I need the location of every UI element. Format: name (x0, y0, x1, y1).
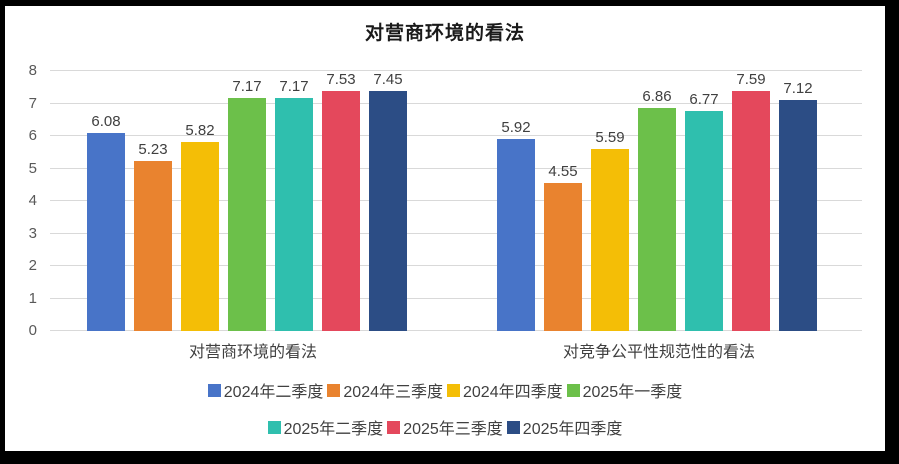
gridline (50, 297, 862, 299)
bar-group: 6.08 5.23 5.82 7.17 7.17 7.53 7.45 (87, 71, 407, 331)
legend-item: 2024年四季度 (445, 378, 565, 402)
legend-item: 2025年四季度 (505, 415, 625, 439)
legend-item: 2025年二季度 (266, 415, 386, 439)
bar (369, 91, 407, 331)
gridline (50, 167, 862, 169)
legend-swatch-icon (387, 420, 401, 434)
gridline (50, 135, 862, 136)
bar-value-label: 7.17 (232, 77, 262, 95)
y-tick-label: 1 (28, 289, 37, 307)
legend-swatch-icon (327, 383, 341, 397)
chart-title: 对营商环境的看法 (364, 22, 525, 44)
plot-area: 6.08 5.23 5.82 7.17 7.17 7.53 7.45 5.92 4.55 5.59… (50, 70, 862, 331)
legend-label: 2024年四季度 (463, 384, 563, 401)
legend-row: 2025年二季度 2025年三季度 2025年四季度 (266, 415, 625, 439)
gridline (50, 232, 862, 234)
x-axis-category-labels: 对营商环境的看法 对竞争公平性规范性的看法 (50, 338, 862, 362)
legend-swatch-icon (506, 420, 520, 434)
legend-label: 2025年四季度 (522, 421, 623, 438)
bar-value-label: 7.59 (736, 71, 766, 88)
bar-value-label: 5.23 (138, 141, 168, 159)
legend-swatch-icon (267, 420, 281, 434)
bar-value-label: 7.45 (373, 71, 403, 88)
y-tick-label: 0 (28, 322, 37, 339)
bar-group: 5.92 4.55 5.59 6.86 6.77 7.59 7.12 (497, 71, 817, 331)
bar-cell: 5.59 (591, 71, 629, 331)
bar-cell: 7.17 (275, 71, 313, 331)
bar-cell: 5.82 (181, 71, 219, 331)
bar-cell: 6.08 (87, 71, 125, 331)
gridline (50, 102, 862, 104)
category-label: 对营商环境的看法 (188, 344, 317, 361)
legend-label: 2025年三季度 (403, 421, 503, 438)
bar-value-label: 5.92 (501, 118, 531, 136)
bar (181, 141, 219, 331)
gridline (50, 200, 862, 201)
legend-label: 2024年二季度 (223, 384, 324, 401)
legend-row: 2024年二季度 2024年三季度 2024年四季度 2025年一季度 (206, 378, 684, 402)
bar-cell: 7.12 (779, 71, 817, 331)
bar-value-label: 5.82 (185, 121, 215, 139)
y-tick-label: 5 (28, 159, 37, 177)
bar (638, 108, 676, 331)
bar-cell: 4.55 (544, 71, 582, 331)
bar-value-label: 4.55 (548, 163, 578, 181)
bar-cell: 6.86 (638, 71, 676, 331)
bar-value-label: 7.17 (279, 77, 309, 95)
bar-cell: 7.45 (369, 71, 407, 331)
bar-value-label: 6.08 (91, 113, 121, 131)
y-tick-label: 3 (28, 224, 37, 242)
legend: 2024年二季度 2024年三季度 2024年四季度 2025年一季度 2025年二季度… (5, 378, 885, 439)
bar-value-label: 6.77 (689, 90, 719, 108)
legend-item: 2024年二季度 (206, 378, 326, 402)
bar-cell: 7.59 (732, 71, 770, 331)
legend-label: 2025年一季度 (582, 384, 683, 401)
gridline (50, 70, 862, 71)
bar-value-label: 7.53 (326, 71, 356, 88)
y-tick-label: 8 (28, 62, 37, 79)
bar-cell: 7.53 (322, 71, 360, 331)
bar-cell: 7.17 (228, 71, 266, 331)
legend-item: 2025年一季度 (565, 378, 685, 402)
legend-swatch-icon (207, 383, 221, 397)
legend-label: 2024年三季度 (343, 384, 443, 401)
bar (322, 91, 360, 331)
legend-item: 2025年三季度 (385, 415, 505, 439)
legend-label: 2025年二季度 (283, 421, 384, 438)
bar-cell: 6.77 (685, 71, 723, 331)
bar-value-label: 5.59 (595, 129, 625, 147)
bar (228, 97, 266, 331)
bar (134, 161, 172, 331)
gridline (50, 265, 862, 266)
bar (544, 183, 582, 331)
y-tick-label: 7 (28, 94, 37, 112)
bar (275, 97, 313, 331)
y-tick-label: 6 (28, 127, 37, 144)
bar (732, 91, 770, 331)
bar (87, 133, 125, 331)
bar (779, 99, 817, 331)
bar-value-label: 7.12 (783, 79, 813, 97)
legend-swatch-icon (566, 383, 580, 397)
y-tick-label: 2 (28, 257, 37, 274)
bar-cell: 5.23 (134, 71, 172, 331)
bar (685, 110, 723, 331)
y-axis: 0 1 2 3 4 5 6 7 8 (5, 62, 43, 339)
bar-cell: 5.92 (497, 71, 535, 331)
legend-item: 2024年三季度 (325, 378, 445, 402)
y-tick-label: 4 (28, 192, 37, 209)
bar (591, 149, 629, 331)
gridline (50, 330, 862, 331)
bar (497, 138, 535, 331)
legend-swatch-icon (447, 383, 460, 397)
category-label: 对竞争公平性规范性的看法 (562, 344, 755, 361)
bar-value-label: 6.86 (642, 88, 672, 106)
